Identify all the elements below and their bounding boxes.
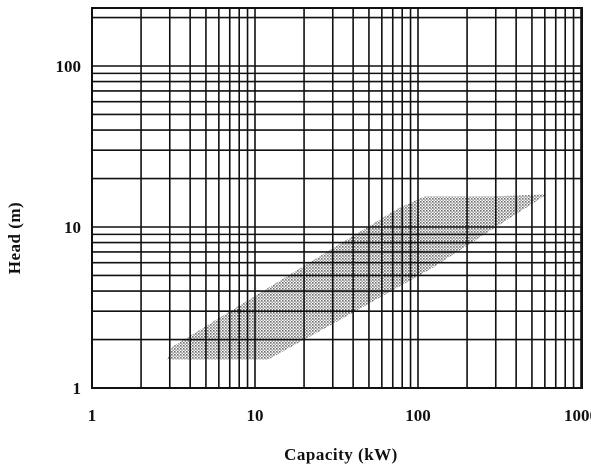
y-tick-label: 10 <box>64 218 81 237</box>
plot-frame <box>91 7 583 389</box>
x-tick-label: 1 <box>88 406 97 425</box>
x-tick-labels: 1 10 100 1000 <box>88 406 591 425</box>
x-axis-title: Capacity (kW) <box>284 445 398 464</box>
x-tick-label: 1000 <box>564 406 591 425</box>
x-gridlines <box>140 8 582 388</box>
x-tick-label: 10 <box>247 406 264 425</box>
y-tick-label: 1 <box>73 379 82 398</box>
y-tick-labels: 1 10 100 <box>56 57 82 398</box>
operating-region-area <box>167 194 548 360</box>
operating-region-layer <box>167 194 548 360</box>
y-gridlines <box>92 16 582 341</box>
y-axis-title: Head (m) <box>5 202 24 274</box>
y-tick-label: 100 <box>56 57 82 76</box>
x-tick-label: 100 <box>405 406 431 425</box>
